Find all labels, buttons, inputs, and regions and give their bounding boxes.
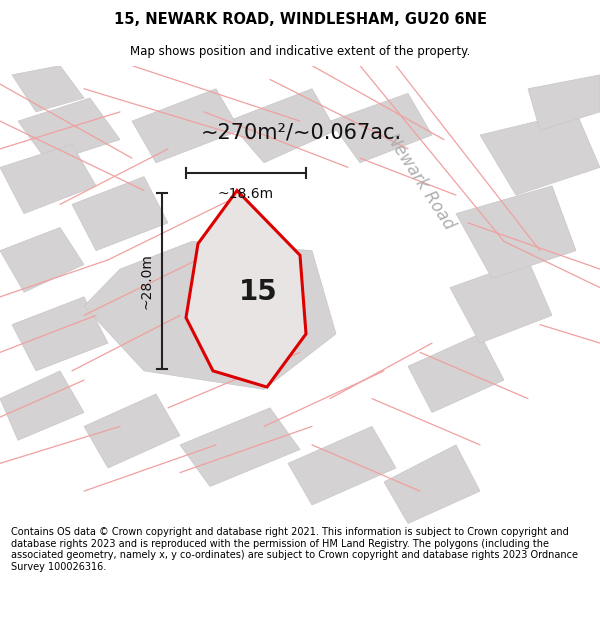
- Polygon shape: [12, 297, 108, 371]
- Text: Newark Road: Newark Road: [382, 130, 458, 232]
- Text: 15: 15: [239, 278, 277, 306]
- Polygon shape: [0, 144, 96, 214]
- Polygon shape: [12, 66, 84, 112]
- Polygon shape: [228, 89, 336, 162]
- Text: 15, NEWARK ROAD, WINDLESHAM, GU20 6NE: 15, NEWARK ROAD, WINDLESHAM, GU20 6NE: [113, 12, 487, 27]
- Polygon shape: [18, 98, 120, 162]
- Polygon shape: [84, 241, 336, 389]
- Polygon shape: [528, 75, 600, 131]
- Text: ~18.6m: ~18.6m: [218, 187, 274, 201]
- Text: Contains OS data © Crown copyright and database right 2021. This information is : Contains OS data © Crown copyright and d…: [11, 527, 578, 572]
- Polygon shape: [132, 89, 240, 162]
- Polygon shape: [180, 408, 300, 486]
- Polygon shape: [456, 186, 576, 278]
- Polygon shape: [288, 426, 396, 505]
- Polygon shape: [72, 177, 168, 251]
- Polygon shape: [0, 228, 84, 292]
- Polygon shape: [450, 260, 552, 343]
- Polygon shape: [330, 93, 432, 162]
- Text: Map shows position and indicative extent of the property.: Map shows position and indicative extent…: [130, 45, 470, 58]
- Text: ~270m²/~0.067ac.: ~270m²/~0.067ac.: [201, 122, 402, 142]
- Polygon shape: [84, 394, 180, 468]
- Text: ~28.0m: ~28.0m: [140, 253, 154, 309]
- Polygon shape: [408, 334, 504, 412]
- Polygon shape: [186, 191, 306, 387]
- Polygon shape: [384, 445, 480, 524]
- Polygon shape: [480, 112, 600, 195]
- Polygon shape: [0, 371, 84, 440]
